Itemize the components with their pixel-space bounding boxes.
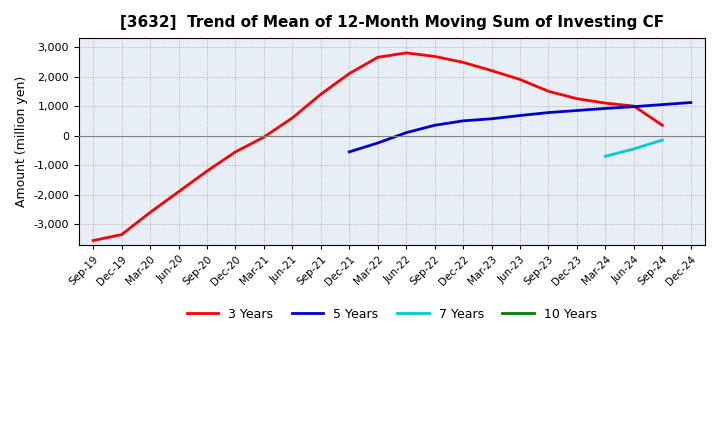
Legend: 3 Years, 5 Years, 7 Years, 10 Years: 3 Years, 5 Years, 7 Years, 10 Years — [182, 303, 602, 326]
Title: [3632]  Trend of Mean of 12-Month Moving Sum of Investing CF: [3632] Trend of Mean of 12-Month Moving … — [120, 15, 664, 30]
Y-axis label: Amount (million yen): Amount (million yen) — [15, 76, 28, 207]
